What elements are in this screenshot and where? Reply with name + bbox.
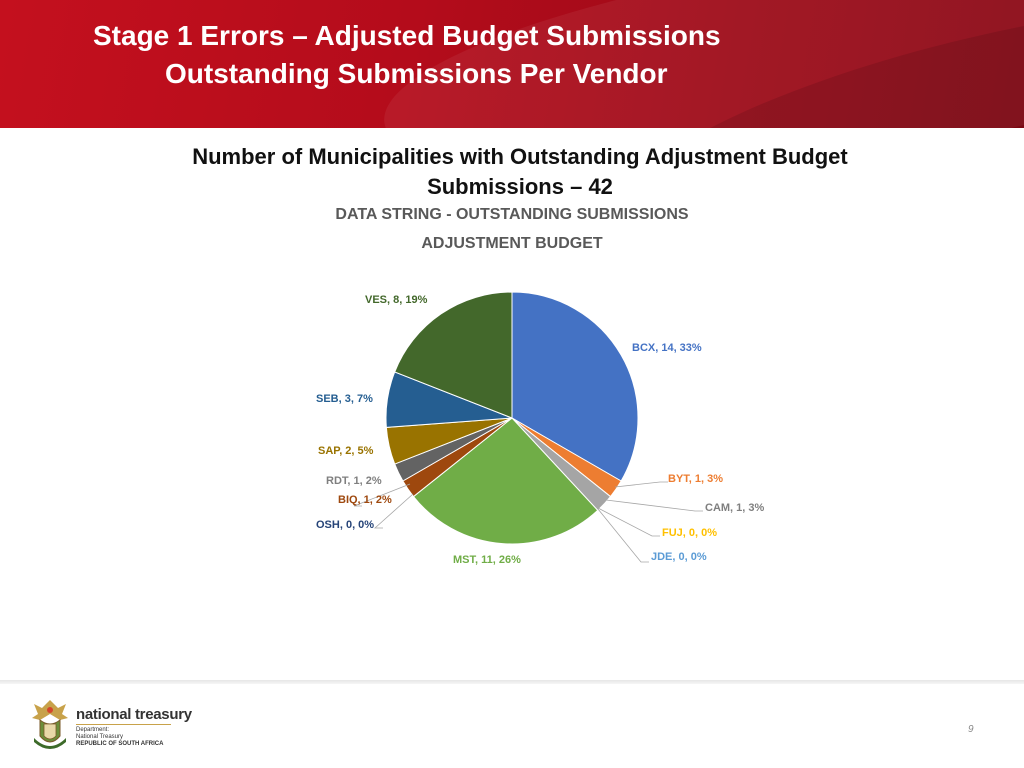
slide-subtitle-line-1: Number of Municipalities with Outstandin… [192, 144, 848, 169]
pie-chart: DATA STRING - OUTSTANDING SUBMISSIONS AD… [316, 206, 765, 566]
page-number: 9 [968, 724, 974, 735]
data-label-byt: BYT, 1, 3% [668, 473, 723, 485]
pie-slice-ves [394, 291, 513, 419]
pie-slice-mst [412, 417, 599, 545]
slide-subtitle-line-2: Submissions – 42 [427, 174, 613, 199]
header-banner: Stage 1 Errors – Adjusted Budget Submiss… [0, 0, 1024, 128]
org-name-underline [76, 724, 171, 725]
dept-line-1: Department: [76, 727, 110, 733]
data-label-ves: VES, 8, 19% [365, 294, 428, 306]
pie-slice-bcx [511, 291, 639, 482]
data-label-cam: CAM, 1, 3% [705, 502, 765, 514]
dept-line-2: National Treasury [76, 734, 124, 740]
data-label-seb: SEB, 3, 7% [316, 393, 373, 405]
data-label-sap: SAP, 2, 5% [318, 445, 374, 457]
leader-lines [353, 481, 703, 563]
page-title-line-1: Stage 1 Errors – Adjusted Budget Submiss… [93, 20, 721, 51]
data-label-mst: MST, 11, 26% [453, 554, 521, 566]
chart-title-line-2: ADJUSTMENT BUDGET [421, 235, 603, 252]
leader-line-osh [373, 493, 414, 529]
data-labels: BCX, 14, 33% BYT, 1, 3% CAM, 1, 3% FUJ, 0, … [316, 294, 765, 566]
leader-line-fuj [597, 507, 660, 537]
data-label-fuj: FUJ, 0, 0% [662, 527, 717, 539]
dept-line-3: REPUBLIC OF SOUTH AFRICA [76, 741, 164, 747]
org-name: national treasury [76, 706, 192, 723]
coat-of-arms-icon [32, 700, 68, 749]
data-label-rdt: RDT, 1, 2% [326, 475, 382, 487]
data-label-osh: OSH, 0, 0% [316, 519, 374, 531]
leader-line-biq [353, 483, 411, 507]
footer-divider [0, 680, 1024, 684]
data-label-bcx: BCX, 14, 33% [632, 342, 702, 354]
pie-slices [385, 291, 639, 545]
page-title-line-2: Outstanding Submissions Per Vendor [165, 58, 668, 89]
data-label-biq: BIQ, 1, 2% [338, 494, 392, 506]
leader-line-jde [597, 508, 649, 563]
chart-title-line-1: DATA STRING - OUTSTANDING SUBMISSIONS [335, 206, 689, 223]
data-label-jde: JDE, 0, 0% [651, 551, 707, 563]
leader-line-byt [614, 481, 668, 488]
leader-line-cam [605, 499, 703, 512]
